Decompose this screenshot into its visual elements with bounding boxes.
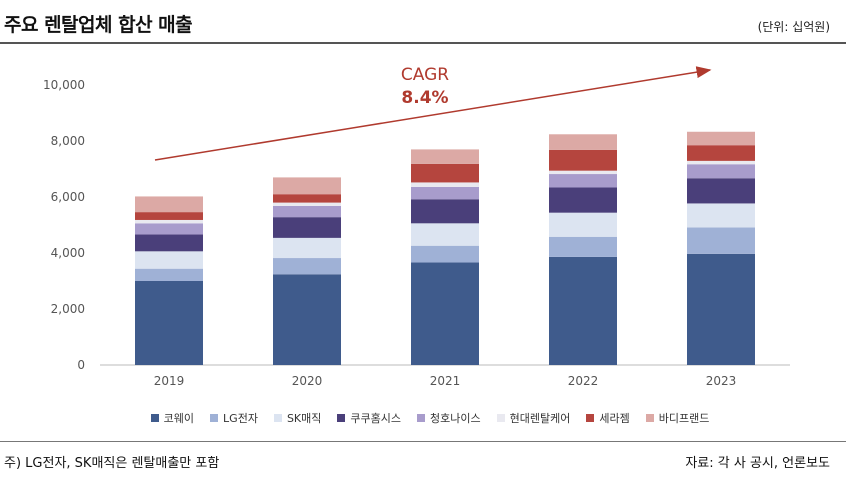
y-tick-label: 6,000 — [51, 190, 85, 204]
chart-title: 주요 렌탈업체 합산 매출 — [4, 14, 193, 36]
bar-segment — [687, 131, 755, 146]
y-tick-label: 0 — [77, 358, 85, 372]
bar-segment — [273, 194, 341, 203]
bar-segment — [549, 236, 617, 257]
y-tick-label: 8,000 — [51, 134, 85, 148]
legend-label: SK매직 — [286, 412, 322, 425]
legend-swatch — [645, 414, 654, 422]
x-tick-label: 2022 — [568, 374, 599, 388]
bar-segment — [687, 253, 755, 365]
bar-segment — [273, 205, 341, 218]
bar-segment — [273, 274, 341, 365]
legend-swatch — [586, 414, 595, 422]
bar-segment — [135, 281, 203, 365]
bar-segment — [411, 163, 479, 183]
legend-item: 현대렌탈케어 — [496, 410, 571, 426]
legend-swatch — [273, 414, 282, 422]
legend-label: 세라젬 — [599, 412, 630, 425]
bar-segment — [135, 219, 203, 224]
y-tick-label: 10,000 — [43, 78, 85, 92]
legend-swatch — [496, 414, 505, 422]
bar-segment — [687, 178, 755, 204]
legend-label: LG전자 — [223, 412, 258, 425]
y-tick-label: 4,000 — [51, 246, 85, 260]
bar-segment — [135, 223, 203, 235]
legend-label: 청호나이스 — [430, 412, 481, 425]
footnote: 주) LG전자, SK매직은 렌탈매출만 포함 — [4, 456, 220, 471]
legend-item: 바디프랜드 — [645, 410, 710, 426]
source-label: 자료: 각 사 공시, 언론보도 — [685, 456, 830, 471]
x-tick-label: 2019 — [154, 374, 185, 388]
bar-segment — [411, 223, 479, 246]
bar-segment — [687, 227, 755, 254]
bar-segment — [687, 164, 755, 179]
bar-segment — [411, 199, 479, 224]
legend-item: LG전자 — [210, 410, 258, 426]
bar-segment — [273, 217, 341, 238]
legend-item: 청호나이스 — [417, 410, 481, 426]
bar-segment — [687, 160, 755, 165]
bar-segment — [273, 258, 341, 275]
legend-label: 코웨이 — [163, 412, 195, 425]
x-tick-label: 2021 — [430, 374, 461, 388]
legend-label: 쿠쿠홈시스 — [350, 412, 401, 425]
legend-label: 바디프랜드 — [658, 412, 710, 425]
legend-swatch — [150, 414, 159, 422]
bar-segment — [273, 177, 341, 195]
y-tick-label: 2,000 — [51, 302, 85, 316]
bar-segment — [135, 251, 203, 269]
bar-segment — [549, 187, 617, 213]
bar-segment — [411, 245, 479, 263]
bar-segment — [549, 174, 617, 188]
legend: 코웨이 LG전자 SK매직 쿠쿠홈시스 청호나이스 현대렌탈케어 세라젬 바디프랜드 — [40, 410, 820, 426]
x-tick-label: 2023 — [706, 374, 737, 388]
bar-segment — [549, 170, 617, 175]
cagr-annotation: CAGR 8.4% — [154, 65, 712, 161]
bar-segment — [411, 182, 479, 187]
bar-segment — [411, 149, 479, 164]
cagr-value: 8.4% — [401, 88, 448, 108]
bar-segment — [273, 237, 341, 259]
footer-divider — [0, 441, 846, 442]
bar-segment — [549, 256, 617, 365]
bar-segment — [135, 268, 203, 281]
axis-layer: 0 2,000 4,000 6,000 8,000 10,000 2019 2020 2021 2… — [43, 78, 790, 388]
legend-item: 코웨이 — [150, 410, 195, 426]
bar-segment — [549, 212, 617, 237]
bar-segment — [135, 234, 203, 252]
legend-swatch — [337, 414, 346, 422]
legend-label: 현대렌탈케어 — [509, 412, 571, 425]
legend-swatch — [210, 414, 219, 422]
bar-segment — [411, 262, 479, 365]
bar-segment — [135, 212, 203, 220]
bar-segment — [549, 149, 617, 171]
legend-item: 쿠쿠홈시스 — [337, 410, 401, 426]
title-divider — [0, 42, 846, 44]
bar-segment — [135, 196, 203, 213]
legend-swatch — [417, 414, 425, 422]
bars-layer — [135, 131, 755, 365]
cagr-label: CAGR — [401, 65, 449, 85]
bar-segment — [687, 145, 755, 161]
bar-segment — [549, 134, 617, 150]
bar-segment — [411, 186, 479, 200]
bar-segment — [687, 203, 755, 228]
legend-item: 세라젬 — [586, 410, 630, 426]
x-tick-label: 2020 — [292, 374, 323, 388]
cagr-arrow — [154, 66, 712, 161]
legend-item: SK매직 — [273, 410, 322, 426]
unit-label: (단위: 십억원) — [757, 20, 830, 34]
bar-segment — [273, 202, 341, 206]
